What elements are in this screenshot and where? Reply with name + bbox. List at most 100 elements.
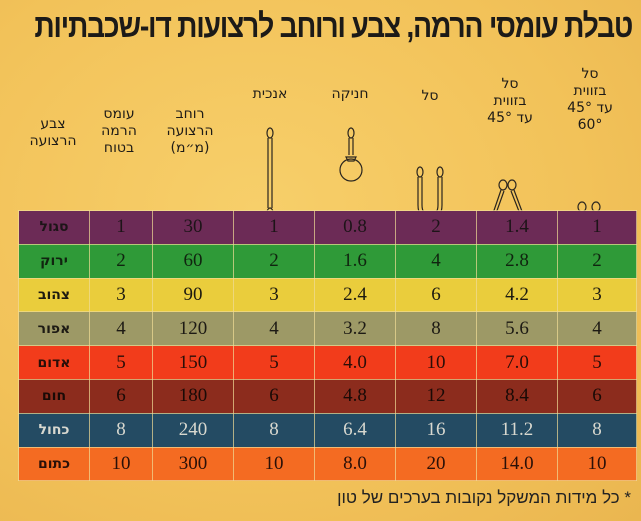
cell-basket45: 4.2 xyxy=(476,277,558,313)
cell-color: אפור xyxy=(18,311,90,347)
cell-vertical: 2 xyxy=(233,243,315,279)
cell-choke: 3.2 xyxy=(314,311,396,347)
cell-choke: 4.0 xyxy=(314,345,396,380)
table-row: אפור 4 120 4 3.2 8 5.6 4 xyxy=(18,311,637,347)
header-line: עד 45° xyxy=(567,100,613,116)
cell-vertical: 3 xyxy=(233,277,315,313)
load-table: סגול 1 30 1 0.8 2 1.4 1 ירוק 2 60 2 1.6 4 2.8 2 צהוב 3 90 3… xyxy=(18,210,637,482)
cell-color: ירוק xyxy=(18,243,90,279)
cell-vertical: 6 xyxy=(233,378,315,414)
cell-basket: 16 xyxy=(395,412,477,448)
header-line: עומס xyxy=(103,106,135,122)
vertical-sling-icon xyxy=(266,127,274,219)
table-row: כחול 8 240 8 6.4 16 11.2 8 xyxy=(18,412,637,448)
header-basket: סל xyxy=(390,88,470,105)
cell-color: כתום xyxy=(18,446,90,482)
cell-choke: 4.8 xyxy=(314,378,396,414)
table-row: אדום 5 150 5 4.0 10 7.0 5 xyxy=(18,345,637,380)
cell-load: 3 xyxy=(89,277,153,313)
cell-basket: 8 xyxy=(395,311,477,347)
cell-color: סגול xyxy=(18,210,90,245)
cell-vertical: 5 xyxy=(233,345,315,380)
cell-basket45: 1.4 xyxy=(476,210,558,245)
cell-width: 180 xyxy=(152,378,234,414)
cell-basket: 6 xyxy=(395,277,477,313)
cell-width: 30 xyxy=(152,210,234,245)
cell-load: 1 xyxy=(89,210,153,245)
cell-width: 90 xyxy=(152,277,234,313)
cell-color: חום xyxy=(18,378,90,414)
page-title: טבלת עומסי הרמה, צבע ורוחב לרצועות דו-שכ… xyxy=(34,7,633,44)
cell-load: 2 xyxy=(89,243,153,279)
cell-choke: 6.4 xyxy=(314,412,396,448)
cell-basket45: 2.8 xyxy=(476,243,558,279)
cell-basket45: 7.0 xyxy=(476,345,558,380)
table-row: סגול 1 30 1 0.8 2 1.4 1 xyxy=(18,210,637,245)
header-line: חניקה xyxy=(331,86,369,102)
header-line: הרמה xyxy=(101,123,137,139)
table-row: חום 6 180 6 4.8 12 8.4 6 xyxy=(18,378,637,414)
header-color: צבע הרצועה xyxy=(18,116,88,150)
cell-vertical: 4 xyxy=(233,311,315,347)
header-choke: חניקה xyxy=(310,86,390,103)
cell-width: 60 xyxy=(152,243,234,279)
header-line: עד 45° xyxy=(487,110,533,126)
cell-basket45: 11.2 xyxy=(476,412,558,448)
header-line: בזווית xyxy=(493,93,527,109)
cell-basket45: 14.0 xyxy=(476,446,558,482)
cell-load: 5 xyxy=(89,345,153,380)
cell-basket: 2 xyxy=(395,210,477,245)
header-line: צבע xyxy=(40,116,66,132)
cell-basket45: 5.6 xyxy=(476,311,558,347)
cell-basket60: 8 xyxy=(557,412,637,448)
header-load: עומס הרמה בטוח xyxy=(88,106,150,157)
header-line: 60° xyxy=(577,117,603,133)
cell-width: 300 xyxy=(152,446,234,482)
cell-width: 150 xyxy=(152,345,234,380)
header-line: סל xyxy=(501,76,519,92)
footnote: * כל מידות המשקל נקובות בערכים של טון xyxy=(337,488,631,507)
header-basket-45: סל בזווית עד 45° xyxy=(470,76,550,127)
cell-load: 4 xyxy=(89,311,153,347)
cell-basket: 12 xyxy=(395,378,477,414)
header-line: סל xyxy=(581,66,599,82)
cell-width: 240 xyxy=(152,412,234,448)
cell-width: 120 xyxy=(152,311,234,347)
cell-vertical: 1 xyxy=(233,210,315,245)
cell-load: 10 xyxy=(89,446,153,482)
cell-basket60: 10 xyxy=(557,446,637,482)
cell-vertical: 10 xyxy=(233,446,315,482)
cell-choke: 1.6 xyxy=(314,243,396,279)
cell-color: אדום xyxy=(18,345,90,380)
cell-basket: 4 xyxy=(395,243,477,279)
cell-choke: 8.0 xyxy=(314,446,396,482)
cell-choke: 2.4 xyxy=(314,277,396,313)
header-line: סל xyxy=(421,88,439,104)
header-basket-60: סל בזווית עד 45° 60° xyxy=(550,66,630,134)
header-line: הרצועה xyxy=(166,123,214,139)
header-vertical: אנכית xyxy=(230,86,310,103)
cell-basket: 20 xyxy=(395,446,477,482)
cell-basket60: 3 xyxy=(557,277,637,313)
cell-color: כחול xyxy=(18,412,90,448)
table-row: ירוק 2 60 2 1.6 4 2.8 2 xyxy=(18,243,637,279)
cell-basket60: 1 xyxy=(557,210,637,245)
cell-basket60: 5 xyxy=(557,345,637,380)
cell-basket: 10 xyxy=(395,345,477,380)
cell-load: 8 xyxy=(89,412,153,448)
cell-basket45: 8.4 xyxy=(476,378,558,414)
cell-color: צהוב xyxy=(18,277,90,313)
header-line: רוחב xyxy=(175,106,205,122)
header-line: אנכית xyxy=(252,86,288,102)
cell-load: 6 xyxy=(89,378,153,414)
cell-basket60: 4 xyxy=(557,311,637,347)
table-row: צהוב 3 90 3 2.4 6 4.2 3 xyxy=(18,277,637,313)
header-line: בטוח xyxy=(103,140,135,156)
header-line: הרצועה xyxy=(29,133,77,149)
header-width: רוחב הרצועה (מ״מ) xyxy=(150,106,230,157)
choke-sling-icon xyxy=(339,127,363,182)
header-line: (מ״מ) xyxy=(170,140,210,156)
table-row: כתום 10 300 10 8.0 20 14.0 10 xyxy=(18,446,637,482)
cell-basket60: 6 xyxy=(557,378,637,414)
cell-basket60: 2 xyxy=(557,243,637,279)
